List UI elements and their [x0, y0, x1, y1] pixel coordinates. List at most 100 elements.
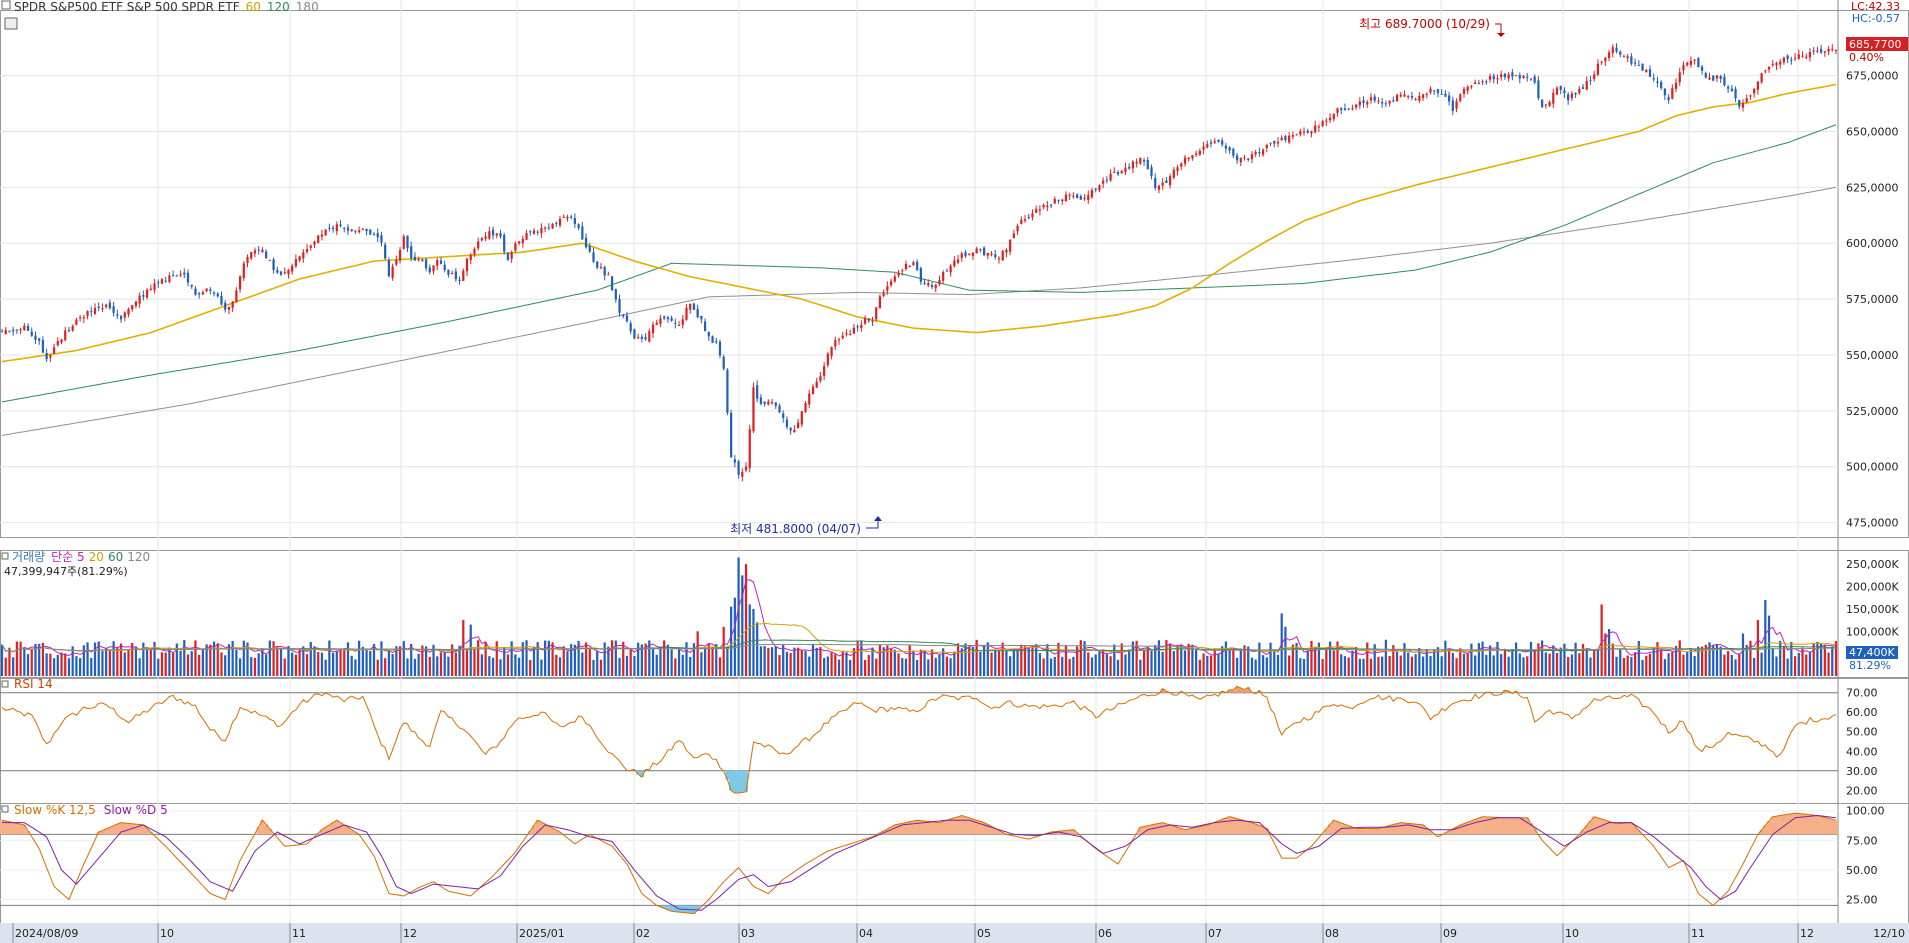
volume-bar	[610, 640, 614, 676]
volume-bar	[1604, 633, 1607, 676]
candle-body	[1600, 61, 1603, 63]
candle-body	[689, 303, 692, 310]
volume-bar	[127, 649, 130, 676]
volume-bar	[1492, 655, 1495, 676]
candle-body	[856, 326, 859, 328]
volume-bar	[1559, 647, 1562, 676]
stoch-panel-icon[interactable]	[1, 805, 9, 813]
volume-bar	[845, 652, 848, 676]
volume-bar	[674, 658, 677, 676]
candle-body	[514, 243, 517, 251]
volume-bar	[1183, 650, 1187, 676]
volume-bar	[819, 647, 822, 676]
volume-bar	[1760, 652, 1763, 676]
candle-body	[1109, 173, 1112, 181]
last-price: 685,7700	[1849, 38, 1902, 51]
volume-bar	[588, 649, 591, 676]
candle-body	[744, 466, 748, 471]
candle-body	[1139, 157, 1142, 164]
candle-body	[1113, 171, 1116, 173]
candle-body	[986, 252, 989, 256]
candle-body	[849, 333, 852, 335]
candle-body	[0, 331, 4, 333]
volume-bar	[997, 650, 1001, 676]
volume-bar	[1459, 648, 1462, 676]
price-panel-icon[interactable]	[1, 0, 11, 10]
volume-bar	[1235, 657, 1239, 676]
volume-bar	[625, 655, 629, 676]
candle-body	[387, 260, 391, 277]
candle-body	[1503, 73, 1507, 78]
candle-body	[138, 295, 141, 304]
candle-body	[796, 422, 800, 429]
volume-bar	[1168, 643, 1172, 676]
candle-body	[1206, 144, 1209, 148]
candle-body	[1023, 219, 1027, 221]
candle-body	[1328, 117, 1332, 121]
candle-body	[670, 318, 673, 321]
volume-bar	[1113, 644, 1116, 676]
candle-body	[75, 319, 78, 325]
candle-body	[1567, 94, 1570, 101]
volume-bar	[1336, 641, 1339, 676]
candle-body	[1180, 163, 1183, 167]
volume-bar	[510, 641, 513, 676]
candle-body	[484, 236, 487, 239]
candle-body	[1217, 139, 1220, 143]
volume-bar	[432, 644, 435, 676]
volume-bar	[1124, 654, 1127, 676]
volume-bar	[1674, 645, 1678, 676]
candle-body	[1440, 93, 1443, 95]
volume-bar	[945, 656, 949, 676]
volume-bar	[287, 646, 290, 676]
candle-body	[633, 329, 636, 339]
candle-body	[1496, 78, 1499, 80]
volume-bar	[142, 642, 145, 676]
volume-bar	[1548, 653, 1551, 676]
volume-bar	[220, 652, 223, 676]
candle-body	[651, 324, 655, 334]
volume-bar	[778, 654, 781, 676]
candle-body	[808, 393, 811, 405]
rsi-panel-icon[interactable]	[1, 680, 9, 688]
volume-bar	[1689, 649, 1693, 676]
volume-bar	[614, 640, 617, 676]
volume-bar	[551, 642, 554, 676]
candle-body	[770, 402, 774, 404]
volume-bar	[1630, 656, 1633, 676]
candle-body	[834, 340, 837, 347]
candle-body	[67, 329, 71, 331]
volume-bar	[979, 651, 982, 676]
volume-bar	[451, 644, 454, 676]
candle-body	[1079, 196, 1082, 200]
candle-body	[1637, 64, 1640, 66]
volume-bar	[1619, 648, 1622, 676]
candle-body	[945, 270, 949, 272]
annotations: 최고 689.7000 (10/29) 최저 481.8000 (04/07)	[730, 17, 1505, 536]
volume-bar	[439, 652, 443, 676]
candle-body	[830, 347, 833, 356]
volume-bar	[782, 644, 785, 676]
candle-body	[1745, 98, 1748, 102]
candle-body	[145, 289, 149, 298]
volume-bar	[90, 657, 93, 676]
volume-bar	[834, 654, 837, 676]
grid-icon[interactable]	[4, 17, 18, 30]
high-annotation: 최고 689.7000 (10/29)	[1359, 17, 1490, 31]
volume-bar	[696, 631, 699, 676]
volume-bar	[871, 647, 874, 676]
volume-bar	[759, 646, 763, 676]
volume-bar	[558, 657, 562, 676]
candle-body	[1176, 167, 1179, 172]
change-pct: 0.40%	[1849, 51, 1884, 64]
volume-bar	[1187, 643, 1190, 676]
candle-body	[4, 330, 7, 335]
volume-bar	[1064, 644, 1068, 676]
candle-body	[782, 413, 785, 418]
volume-bar	[1373, 644, 1376, 676]
volume-bar	[1827, 652, 1830, 676]
candle-body	[663, 316, 666, 319]
volume-panel-icon[interactable]	[1, 552, 9, 560]
volume-bar	[235, 649, 238, 676]
candle-body	[927, 283, 930, 286]
